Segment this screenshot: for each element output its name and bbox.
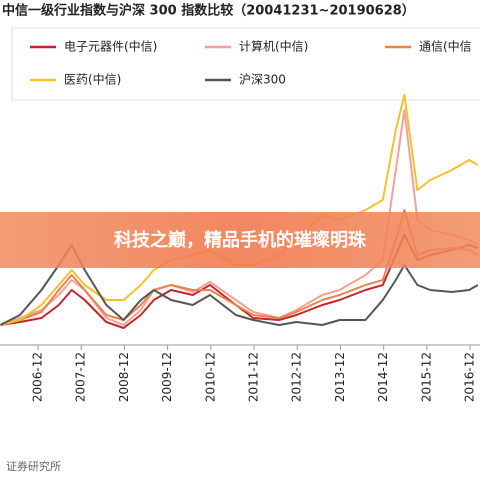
plot-area [0, 94, 479, 329]
x-tick-label: 2006-12 [31, 352, 45, 402]
banner-text: 科技之巅，精品手机的璀璨明珠 [114, 229, 367, 251]
chart-title: 中信一级行业指数与沪深 300 指数比较（20041231~20190628） [2, 3, 415, 19]
x-tick-label: 2011-12 [247, 352, 261, 402]
legend-frame [11, 27, 480, 101]
x-tick-label: 2016-12 [463, 352, 477, 402]
legend-label: 电子元器件(中信) [64, 39, 157, 54]
banner [0, 212, 480, 268]
x-tick-label: 2014-12 [376, 352, 390, 402]
x-tick-label: 2015-12 [419, 352, 433, 402]
x-axis-labels: 2006-12 2007-12 2008-12 2009-12 2010-12 2011-… [31, 345, 477, 402]
legend-label: 沪深300 [239, 73, 286, 87]
x-tick-label: 2013-12 [333, 352, 347, 402]
x-tick-label: 2012-12 [290, 352, 304, 402]
series-line [0, 109, 479, 326]
source: 证券研究所 [6, 459, 61, 473]
legend-label: 医药(中信) [64, 72, 121, 87]
x-tick-label: 2009-12 [160, 352, 174, 402]
x-tick-label: 2010-12 [203, 352, 217, 402]
x-tick-label: 2008-12 [117, 352, 131, 402]
legend-label: 计算机(中信) [239, 39, 308, 54]
legend-label: 通信(中信 [419, 39, 472, 54]
x-tick-label: 2007-12 [74, 352, 88, 402]
